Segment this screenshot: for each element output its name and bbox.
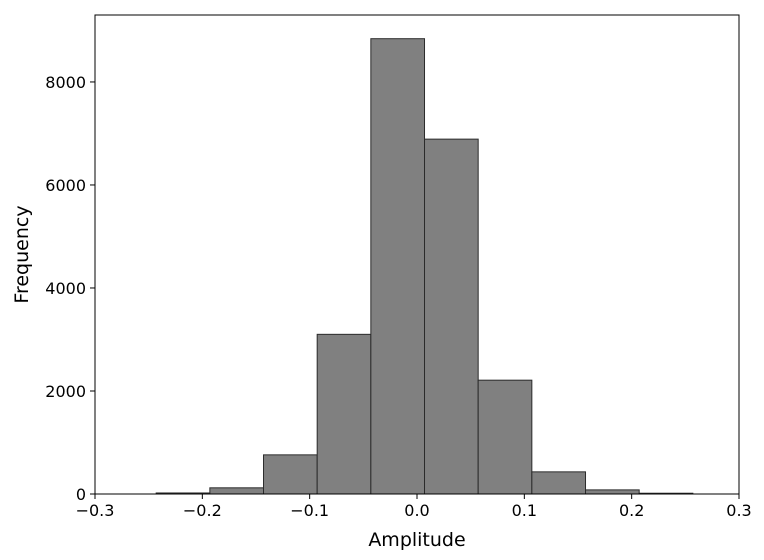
x-tick-label: −0.2 [183, 501, 222, 520]
x-tick-label: −0.1 [290, 501, 329, 520]
histogram-bar-4 [370, 38, 426, 495]
x-tick-label: 0.2 [619, 501, 644, 520]
x-axis-label: Amplitude [368, 529, 465, 551]
histogram-bar-3 [316, 333, 372, 495]
histogram-bar-1 [209, 487, 265, 495]
x-tick-label: 0.1 [512, 501, 537, 520]
bars-group [155, 38, 694, 495]
histogram-bar-8 [585, 489, 640, 495]
y-tick-label: 0 [76, 485, 86, 504]
x-tick-label: 0.3 [726, 501, 751, 520]
y-tick-label: 4000 [45, 279, 86, 298]
x-axis-ticks: −0.3 −0.2 −0.1 0.0 0.1 0.2 0.3 [76, 494, 752, 520]
histogram-bar-5 [424, 138, 479, 495]
y-tick-label: 8000 [45, 73, 86, 92]
histogram-bar-6 [477, 379, 533, 495]
x-tick-label: −0.3 [76, 501, 115, 520]
x-tick-label: 0.0 [404, 501, 429, 520]
histogram-bar-7 [531, 471, 587, 495]
y-tick-label: 2000 [45, 382, 86, 401]
y-axis-ticks: 0 2000 4000 6000 8000 [45, 73, 95, 504]
y-tick-label: 6000 [45, 176, 86, 195]
y-axis-label: Frequency [11, 205, 33, 303]
histogram-bar-2 [263, 454, 318, 495]
